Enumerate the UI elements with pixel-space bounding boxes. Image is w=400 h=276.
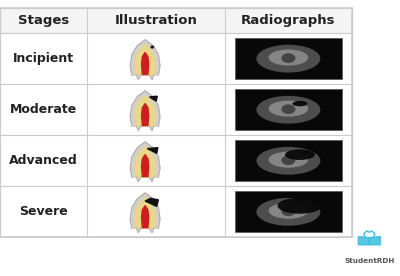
Polygon shape	[135, 45, 155, 75]
Polygon shape	[130, 40, 160, 75]
Ellipse shape	[285, 149, 315, 160]
Ellipse shape	[256, 96, 320, 124]
Bar	[235, 140, 342, 181]
Bar	[235, 191, 342, 232]
Polygon shape	[149, 228, 154, 233]
Ellipse shape	[268, 203, 308, 219]
Ellipse shape	[281, 155, 296, 165]
Bar	[0, 84, 352, 135]
Ellipse shape	[268, 100, 308, 117]
Polygon shape	[142, 206, 149, 228]
Polygon shape	[149, 75, 154, 79]
Text: Illustration: Illustration	[115, 14, 198, 27]
Text: Radiographs: Radiographs	[241, 14, 336, 27]
Polygon shape	[130, 193, 160, 228]
Polygon shape	[142, 155, 149, 177]
Ellipse shape	[281, 53, 296, 63]
Ellipse shape	[292, 101, 307, 106]
Ellipse shape	[256, 147, 320, 175]
Polygon shape	[358, 237, 369, 245]
Text: StudentRDH: StudentRDH	[344, 258, 394, 264]
Polygon shape	[135, 198, 155, 228]
Ellipse shape	[281, 206, 296, 216]
Polygon shape	[149, 177, 154, 182]
Polygon shape	[136, 75, 141, 79]
Polygon shape	[149, 126, 154, 131]
Bar	[0, 8, 352, 237]
Polygon shape	[136, 228, 141, 233]
Polygon shape	[142, 52, 149, 75]
Polygon shape	[369, 237, 380, 245]
Polygon shape	[150, 96, 157, 101]
Bar	[0, 8, 352, 33]
Ellipse shape	[268, 152, 308, 168]
Polygon shape	[142, 104, 149, 126]
Bar	[235, 38, 342, 79]
Polygon shape	[135, 147, 155, 177]
Polygon shape	[147, 148, 158, 153]
Bar	[0, 33, 352, 84]
Bar	[0, 135, 352, 186]
Text: Advanced: Advanced	[9, 154, 78, 167]
Circle shape	[151, 46, 154, 48]
Polygon shape	[136, 126, 141, 131]
Text: Severe: Severe	[19, 205, 68, 218]
Text: Moderate: Moderate	[10, 103, 77, 116]
Polygon shape	[136, 177, 141, 182]
Ellipse shape	[256, 45, 320, 73]
Bar	[235, 89, 342, 130]
Bar	[0, 186, 352, 237]
Polygon shape	[145, 198, 158, 206]
Ellipse shape	[256, 198, 320, 226]
Text: Incipient: Incipient	[13, 52, 74, 65]
Text: Stages: Stages	[18, 14, 69, 27]
Polygon shape	[130, 142, 160, 177]
Ellipse shape	[281, 104, 296, 114]
Ellipse shape	[278, 198, 322, 214]
Polygon shape	[130, 91, 160, 126]
Ellipse shape	[268, 49, 308, 66]
Polygon shape	[135, 96, 155, 126]
